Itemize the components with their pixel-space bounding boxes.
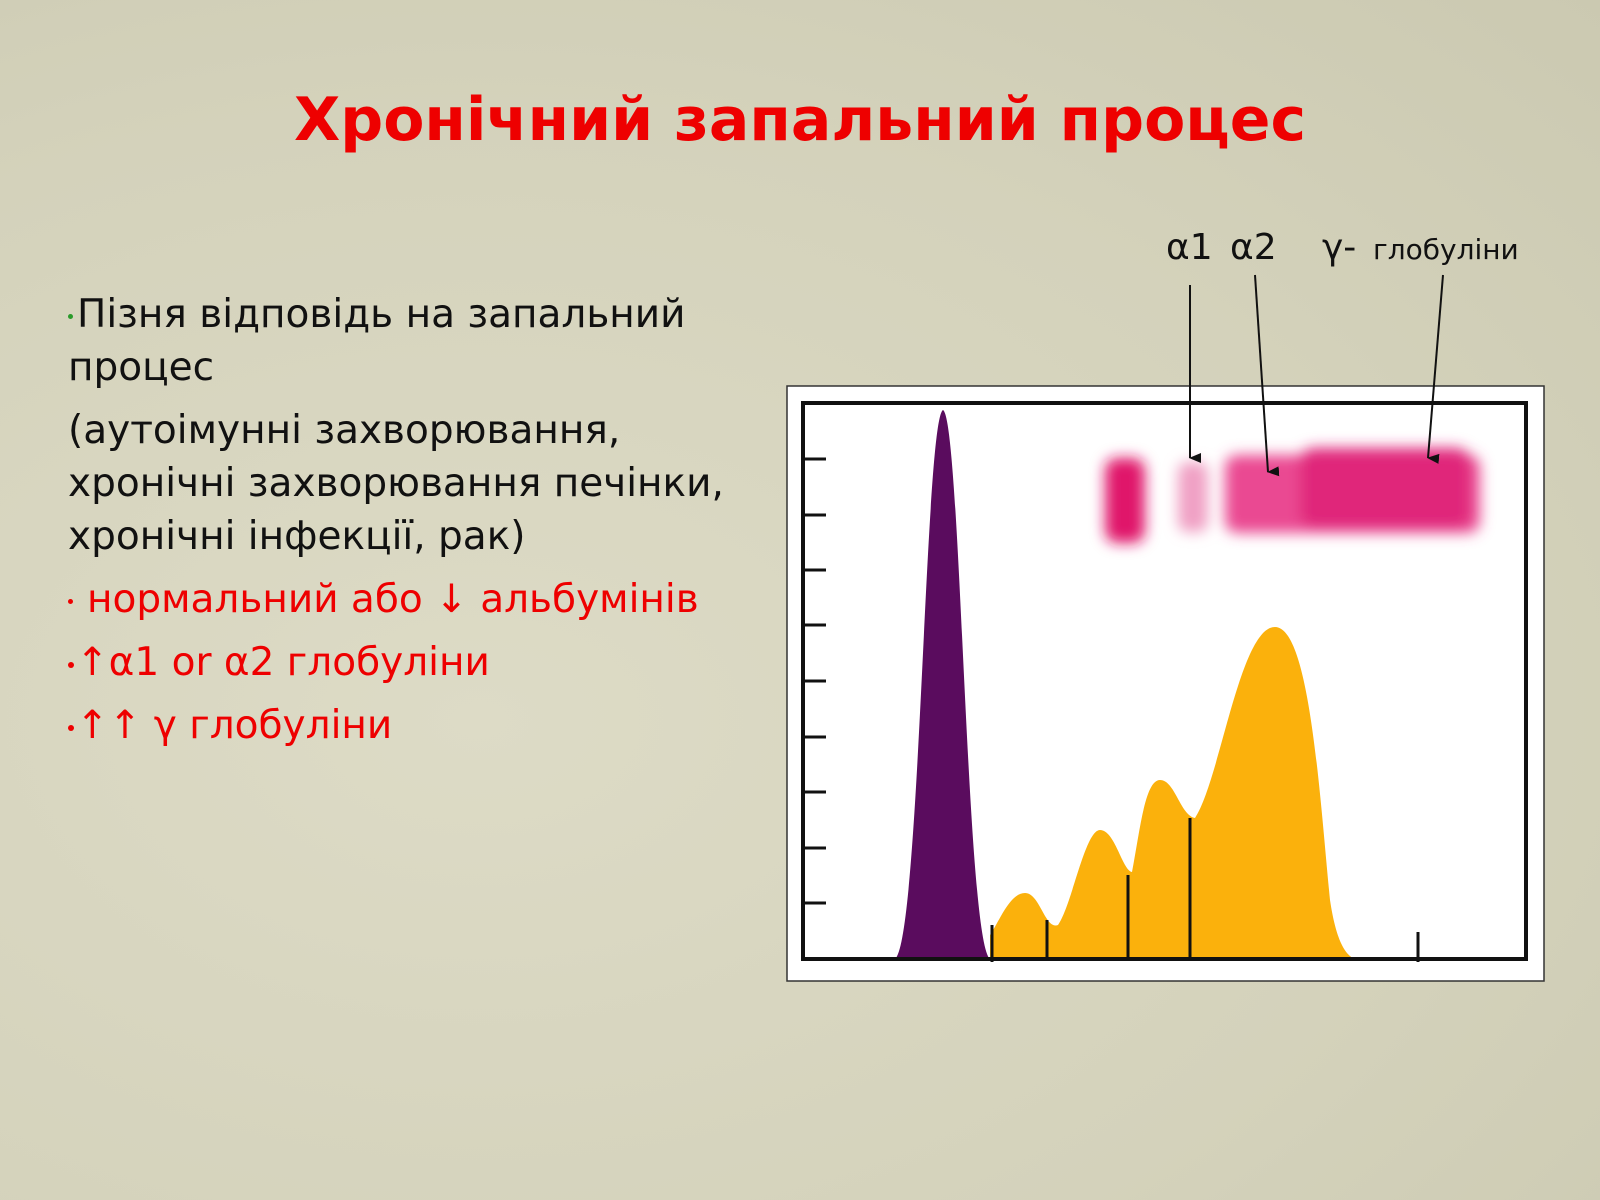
label-arrows <box>1189 274 1444 477</box>
slide-title: Хронічний запальний процес <box>293 85 1307 155</box>
axis-ticks <box>803 457 826 905</box>
bullet-text: (аутоімунні захворювання, хронічні захво… <box>68 408 724 559</box>
bullet-marker <box>68 314 73 319</box>
bullet: Пізня відповідь на запальний процес <box>68 288 768 394</box>
bullet: (аутоімунні захворювання, хронічні захво… <box>68 404 768 563</box>
bullet-list: Пізня відповідь на запальний процес (аут… <box>68 288 768 762</box>
fraction-label: γ- <box>1322 227 1356 268</box>
bullet-marker <box>68 724 74 731</box>
bullet: ↑↑ γ глобуліни <box>68 699 768 752</box>
bullet: нормальний або ↓ альбумінів <box>68 573 768 626</box>
bullet-text: ↑↑ γ глобуліни <box>76 703 393 748</box>
fraction-label: α1 <box>1166 227 1213 268</box>
pink-band <box>1105 448 1480 543</box>
fraction-label: α2 <box>1230 227 1277 268</box>
bullet-marker <box>68 661 74 668</box>
globulin-curve <box>990 627 1355 959</box>
bullet: ↑α1 or α2 глобуліни <box>68 636 768 689</box>
albumin-peak <box>895 410 990 959</box>
bullet-marker <box>68 599 73 604</box>
bullet-text: Пізня відповідь на запальний процес <box>68 292 686 390</box>
bullet-text: ↑α1 or α2 глобуліни <box>76 640 490 685</box>
fraction-label: глобуліни <box>1373 233 1519 266</box>
bullet-text: нормальний або ↓ альбумінів <box>87 577 699 622</box>
